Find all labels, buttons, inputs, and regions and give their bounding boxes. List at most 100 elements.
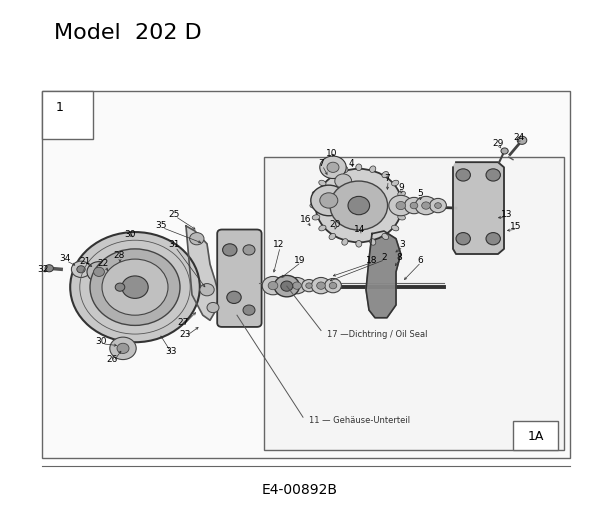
Text: 22: 22 xyxy=(98,259,109,268)
Circle shape xyxy=(389,196,413,216)
Text: 16: 16 xyxy=(300,214,312,223)
Ellipse shape xyxy=(319,226,326,232)
Circle shape xyxy=(87,262,111,282)
Circle shape xyxy=(70,233,200,343)
Circle shape xyxy=(262,277,284,295)
Circle shape xyxy=(302,280,316,292)
Circle shape xyxy=(348,197,370,215)
Text: 3: 3 xyxy=(399,240,405,249)
Circle shape xyxy=(316,169,402,243)
Text: 24: 24 xyxy=(514,133,524,142)
Circle shape xyxy=(320,157,346,179)
Circle shape xyxy=(190,233,204,245)
Ellipse shape xyxy=(329,172,335,178)
Text: 21: 21 xyxy=(80,256,91,265)
Circle shape xyxy=(486,233,500,245)
Text: 1A: 1A xyxy=(527,429,544,442)
Circle shape xyxy=(227,292,241,304)
Text: 32: 32 xyxy=(38,264,49,273)
Bar xyxy=(264,158,564,450)
Polygon shape xyxy=(453,163,504,254)
Circle shape xyxy=(274,276,299,297)
Text: 26: 26 xyxy=(107,354,118,363)
Text: 6: 6 xyxy=(417,255,423,264)
Circle shape xyxy=(207,303,219,313)
Circle shape xyxy=(90,249,180,326)
Text: 30: 30 xyxy=(95,336,107,346)
Text: 5: 5 xyxy=(417,189,423,198)
Text: 18: 18 xyxy=(366,255,378,264)
Circle shape xyxy=(277,279,293,293)
Ellipse shape xyxy=(329,234,335,240)
Circle shape xyxy=(410,203,418,209)
Text: 23: 23 xyxy=(179,329,190,338)
Circle shape xyxy=(77,266,85,273)
Circle shape xyxy=(434,203,442,209)
Circle shape xyxy=(243,245,255,256)
Text: 30: 30 xyxy=(124,230,136,239)
Text: 7: 7 xyxy=(318,158,324,167)
Text: 13: 13 xyxy=(501,209,513,218)
Circle shape xyxy=(293,282,301,290)
Circle shape xyxy=(268,282,278,290)
Text: 33: 33 xyxy=(165,347,177,356)
Circle shape xyxy=(415,197,437,215)
Circle shape xyxy=(71,262,91,278)
Circle shape xyxy=(115,284,125,292)
Circle shape xyxy=(456,233,470,245)
FancyBboxPatch shape xyxy=(217,230,262,327)
Circle shape xyxy=(281,281,293,292)
Ellipse shape xyxy=(319,181,326,186)
Circle shape xyxy=(223,244,237,257)
Ellipse shape xyxy=(356,165,362,171)
Ellipse shape xyxy=(382,172,389,178)
Text: 28: 28 xyxy=(113,250,124,259)
Circle shape xyxy=(330,182,388,231)
Circle shape xyxy=(320,193,338,209)
Circle shape xyxy=(430,199,446,213)
Circle shape xyxy=(325,279,341,293)
Polygon shape xyxy=(186,227,219,321)
Bar xyxy=(42,92,570,458)
Ellipse shape xyxy=(392,226,399,232)
Text: 20: 20 xyxy=(329,219,340,229)
Text: 31: 31 xyxy=(168,240,180,249)
Circle shape xyxy=(486,169,500,182)
Ellipse shape xyxy=(370,166,376,173)
Text: 10: 10 xyxy=(326,148,338,157)
Text: 27: 27 xyxy=(178,317,188,326)
Circle shape xyxy=(243,305,255,316)
Circle shape xyxy=(396,202,406,210)
Circle shape xyxy=(456,169,470,182)
Text: E4-00892B: E4-00892B xyxy=(262,482,338,496)
Ellipse shape xyxy=(312,192,320,197)
Ellipse shape xyxy=(398,192,406,197)
Circle shape xyxy=(117,344,129,354)
Text: 34: 34 xyxy=(59,253,70,263)
Text: Model  202 D: Model 202 D xyxy=(54,23,202,43)
Bar xyxy=(42,92,93,140)
Circle shape xyxy=(45,265,53,272)
Ellipse shape xyxy=(392,181,399,186)
Circle shape xyxy=(327,163,339,173)
Circle shape xyxy=(329,283,337,289)
Ellipse shape xyxy=(342,166,348,173)
Text: 2: 2 xyxy=(381,252,387,262)
Circle shape xyxy=(311,186,347,216)
Circle shape xyxy=(311,278,331,294)
Text: 1: 1 xyxy=(55,101,63,114)
Ellipse shape xyxy=(400,204,407,209)
Circle shape xyxy=(200,284,214,296)
Circle shape xyxy=(122,276,148,299)
Ellipse shape xyxy=(398,215,406,220)
Circle shape xyxy=(317,282,325,290)
Circle shape xyxy=(110,337,136,360)
Ellipse shape xyxy=(312,215,320,220)
Circle shape xyxy=(287,278,307,294)
Circle shape xyxy=(306,284,312,289)
Text: 12: 12 xyxy=(274,240,284,249)
Circle shape xyxy=(104,269,121,283)
Circle shape xyxy=(281,283,289,289)
Ellipse shape xyxy=(342,239,348,246)
Text: 9: 9 xyxy=(398,183,404,192)
